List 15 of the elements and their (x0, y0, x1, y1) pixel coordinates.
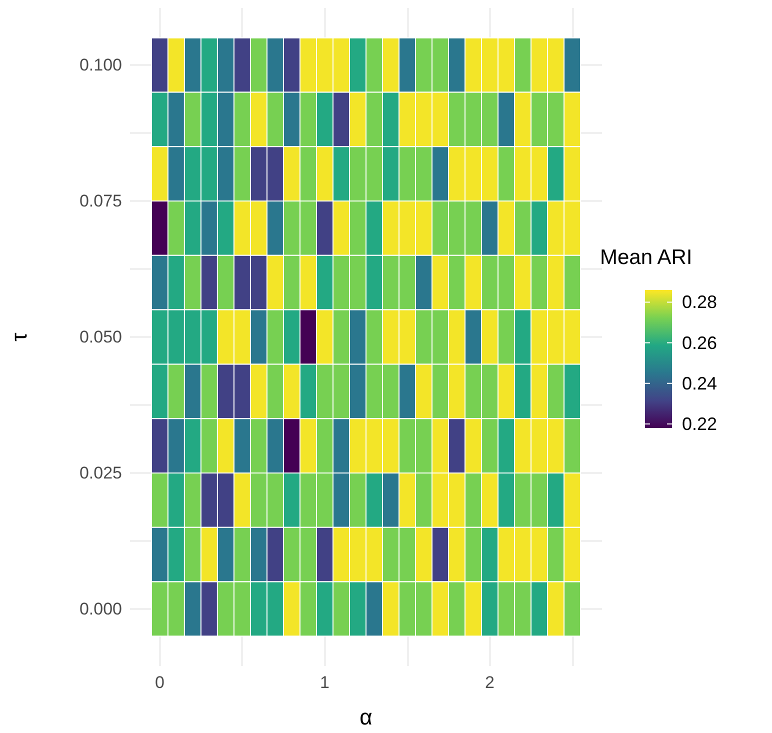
y-tick-label: 0.000 (79, 599, 122, 618)
color-bar-title: Mean ARI (600, 246, 692, 269)
y-tick-label: 0.075 (79, 192, 122, 211)
y-axis-title: τ (6, 332, 32, 342)
color-bar-label: 0.26 (682, 332, 718, 353)
color-bar-label: 0.24 (682, 373, 718, 394)
x-tick-label: 2 (485, 673, 495, 692)
color-bar-label: 0.22 (682, 414, 718, 434)
color-bar-label: 0.28 (682, 292, 718, 312)
x-axis-title: α (360, 704, 373, 730)
x-tick-label: 1 (320, 673, 330, 692)
x-tick-label: 0 (154, 673, 164, 692)
y-tick-label: 0.100 (79, 56, 122, 75)
y-tick-label: 0.025 (79, 463, 122, 482)
y-tick-label: 0.050 (79, 328, 122, 346)
